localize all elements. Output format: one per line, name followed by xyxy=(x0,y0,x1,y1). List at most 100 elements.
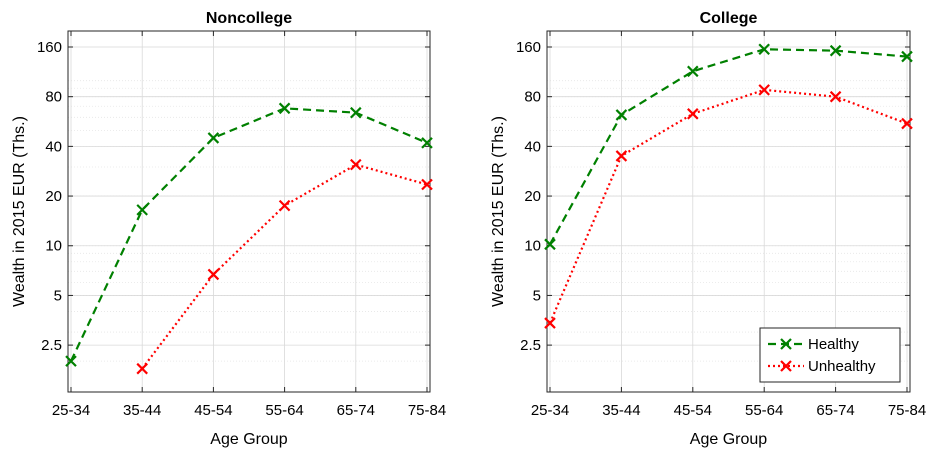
chart-title: College xyxy=(700,10,758,27)
axes-box xyxy=(546,30,911,393)
ticks: 2.5 5 10 20 40 80 160 25-34 35-44 45-54 55-64 65-74… xyxy=(516,31,926,419)
marker-stroke xyxy=(65,355,77,367)
data-point xyxy=(421,178,433,191)
data-point xyxy=(65,355,77,367)
x-tick-label: 75-84 xyxy=(408,402,446,419)
y-tick-label: 40 xyxy=(524,138,541,155)
data-point xyxy=(687,108,699,120)
x-axis-label: Age Group xyxy=(210,431,287,448)
data-point xyxy=(207,268,220,281)
data-point xyxy=(901,117,913,130)
data-point xyxy=(350,158,362,171)
series-line-healthy xyxy=(549,48,908,245)
y-tick-label: 20 xyxy=(524,188,541,205)
marker-stroke xyxy=(350,158,362,171)
chart-title: Noncollege xyxy=(206,10,292,27)
x-tick-label: 65-74 xyxy=(337,402,375,419)
data-point xyxy=(758,84,770,96)
marker-stroke xyxy=(687,108,699,120)
data-point xyxy=(544,317,556,329)
marker-stroke xyxy=(207,268,220,281)
grid xyxy=(547,31,910,392)
legend-marker xyxy=(780,338,792,350)
marker-stroke xyxy=(136,362,148,375)
series-unhealthy xyxy=(544,84,913,329)
legend-item-healthy: Healthy xyxy=(768,336,859,353)
x-tick-label: 75-84 xyxy=(888,402,926,419)
x-tick-label: 55-64 xyxy=(265,402,303,419)
y-tick-label: 10 xyxy=(45,238,62,255)
series-line-unhealthy xyxy=(548,88,908,324)
data-point xyxy=(758,43,770,56)
legend-box xyxy=(759,327,901,383)
legend-label: Unhealthy xyxy=(808,358,876,375)
marker-stroke xyxy=(901,50,913,63)
series-healthy xyxy=(65,102,433,367)
legend-item-unhealthy: Unhealthy xyxy=(768,358,876,375)
data-point xyxy=(901,50,913,63)
marker-stroke xyxy=(278,102,291,115)
y-tick-label: 160 xyxy=(37,39,62,56)
marker-stroke xyxy=(687,65,699,78)
y-axis-label: Wealth in 2015 EUR (Ths.) xyxy=(490,116,507,307)
x-tick-label: 55-64 xyxy=(745,402,783,419)
x-tick-label: 35-44 xyxy=(602,402,640,419)
legend: Healthy Unhealthy xyxy=(759,327,901,383)
x-tick-label: 35-44 xyxy=(123,402,161,419)
y-tick-label: 20 xyxy=(45,188,62,205)
data-point xyxy=(829,44,842,57)
marker-stroke xyxy=(421,178,433,191)
y-axis-label: Wealth in 2015 EUR (Ths.) xyxy=(11,116,28,307)
marker-stroke xyxy=(136,204,148,216)
series-unhealthy xyxy=(136,158,433,375)
data-point xyxy=(207,132,220,144)
marker-stroke xyxy=(758,43,770,56)
marker-stroke xyxy=(615,109,628,121)
x-axis-label: Age Group xyxy=(690,431,767,448)
marker-stroke xyxy=(278,199,291,212)
y-tick-label: 5 xyxy=(533,287,541,304)
grid xyxy=(68,31,430,392)
y-tick-label: 160 xyxy=(516,39,541,56)
y-tick-label: 2.5 xyxy=(520,337,541,354)
x-tick-label: 65-74 xyxy=(816,402,854,419)
panel-college: 2.5 5 10 20 40 80 160 25-34 35-44 45-54 55-64 65-74… xyxy=(490,10,926,448)
x-tick-label: 25-34 xyxy=(52,402,90,419)
marker-stroke xyxy=(829,44,842,57)
marker-stroke xyxy=(544,238,556,251)
data-point xyxy=(544,238,556,251)
ticks: 2.5 5 10 20 40 80 160 25-34 35-44 45-54 55-64 65-74… xyxy=(37,31,446,419)
data-point xyxy=(687,65,699,78)
marker-stroke xyxy=(544,317,556,329)
data-point xyxy=(615,150,628,162)
data-point xyxy=(829,90,842,103)
y-tick-label: 40 xyxy=(45,138,62,155)
data-point xyxy=(615,109,628,121)
marker-stroke xyxy=(829,90,842,103)
data-point xyxy=(421,137,433,149)
y-tick-label: 80 xyxy=(524,89,541,106)
marker-stroke xyxy=(421,137,433,149)
marker-stroke xyxy=(758,84,770,96)
x-tick-label: 25-34 xyxy=(531,402,569,419)
x-tick-label: 45-54 xyxy=(674,402,712,419)
x-tick-label: 45-54 xyxy=(194,402,232,419)
marker-stroke xyxy=(615,150,628,162)
data-point xyxy=(350,106,362,119)
y-tick-label: 2.5 xyxy=(41,337,62,354)
data-point xyxy=(278,102,291,115)
marker-stroke xyxy=(901,117,913,130)
data-point xyxy=(136,362,148,375)
data-point xyxy=(278,199,291,212)
y-tick-label: 80 xyxy=(45,89,62,106)
y-tick-label: 10 xyxy=(524,238,541,255)
axes-box xyxy=(67,30,431,393)
series-line-healthy xyxy=(70,107,428,362)
marker-stroke xyxy=(207,132,220,144)
data-point xyxy=(136,204,148,216)
marker-stroke xyxy=(350,106,362,119)
panel-noncollege: 2.5 5 10 20 40 80 160 25-34 35-44 45-54 55-64 65-74… xyxy=(11,10,446,448)
legend-marker xyxy=(780,360,792,372)
series-healthy xyxy=(544,43,913,251)
